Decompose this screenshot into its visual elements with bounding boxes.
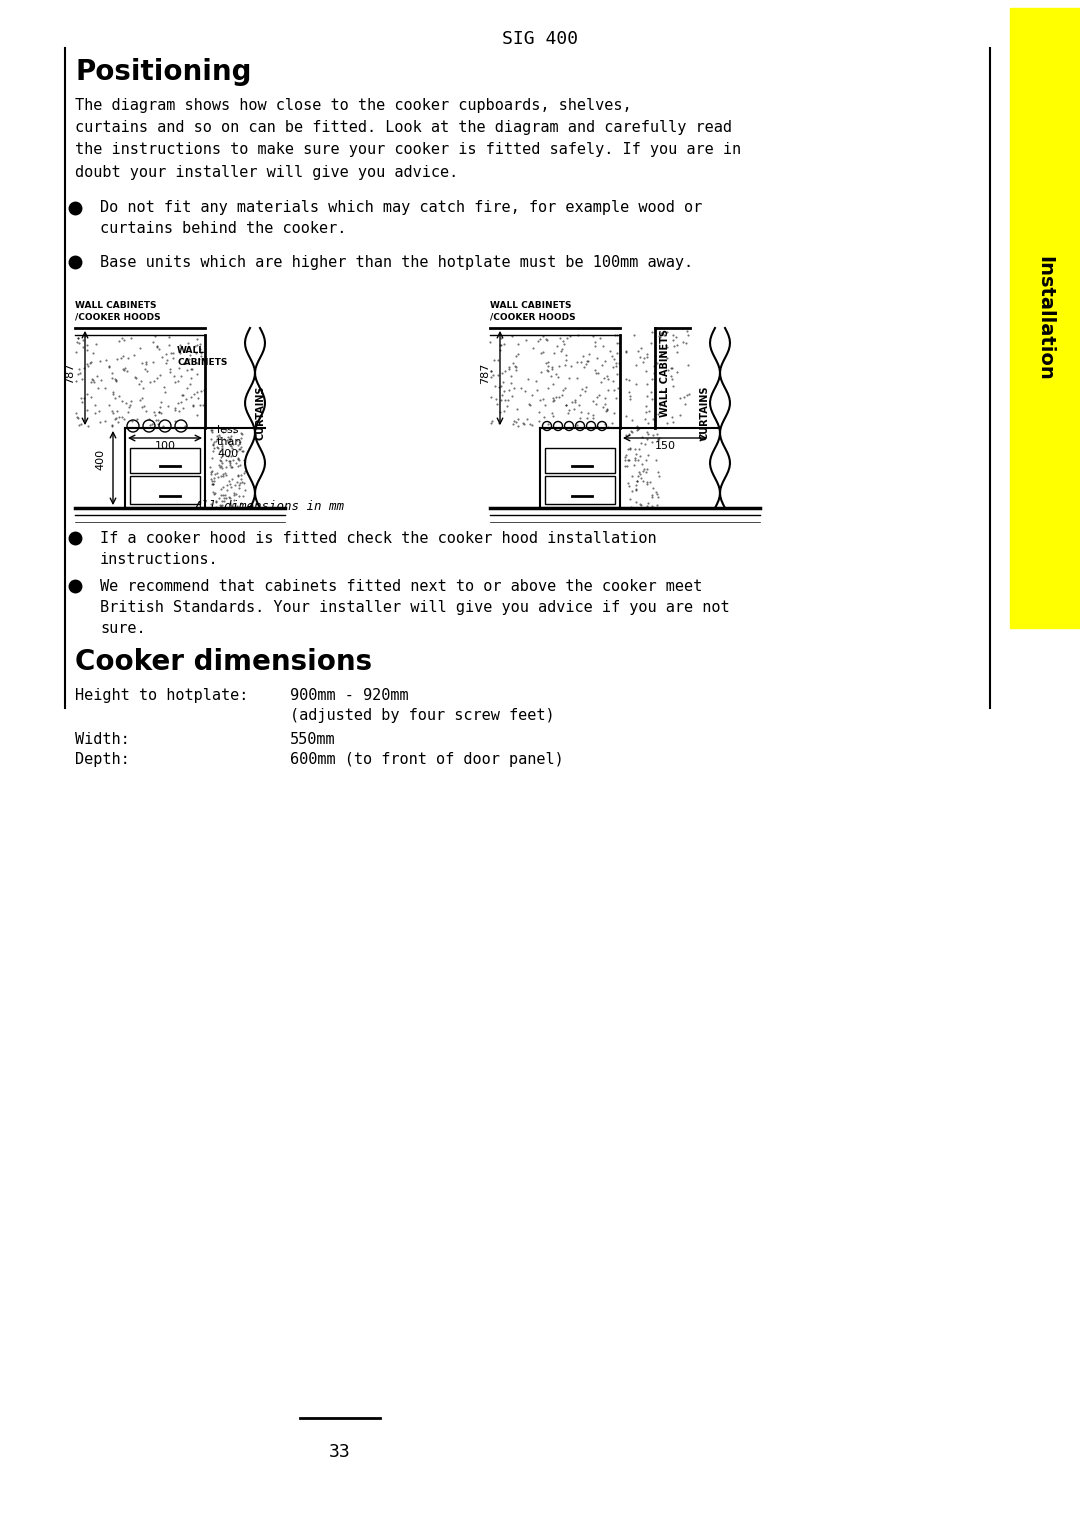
Bar — [125, 428, 205, 507]
Text: /COOKER HOODS: /COOKER HOODS — [490, 313, 576, 322]
Bar — [545, 448, 615, 474]
Text: Cooker dimensions: Cooker dimensions — [75, 648, 373, 675]
Text: 33: 33 — [329, 1442, 351, 1461]
Text: SIG 400: SIG 400 — [502, 31, 578, 47]
Bar — [540, 428, 620, 507]
Bar — [1010, 8, 1080, 628]
Text: If a cooker hood is fitted check the cooker hood installation
instructions.: If a cooker hood is fitted check the coo… — [100, 532, 657, 567]
Text: 787: 787 — [480, 362, 490, 384]
Text: CABINETS: CABINETS — [177, 358, 228, 367]
Text: WALL CABINETS: WALL CABINETS — [490, 301, 571, 310]
Text: 400: 400 — [217, 449, 238, 458]
Text: /COOKER HOODS: /COOKER HOODS — [75, 313, 161, 322]
Text: Height to hotplate:: Height to hotplate: — [75, 688, 248, 703]
Text: less: less — [217, 425, 239, 435]
Text: Installation: Installation — [1036, 255, 1054, 380]
Bar — [545, 477, 615, 504]
Text: Positioning: Positioning — [75, 58, 252, 86]
Text: WALL CABINETS: WALL CABINETS — [660, 329, 670, 417]
Text: We recommend that cabinets fitted next to or above the cooker meet
British Stand: We recommend that cabinets fitted next t… — [100, 579, 730, 636]
Text: WALL CABINETS: WALL CABINETS — [75, 301, 157, 310]
Text: All dimensions in mm: All dimensions in mm — [195, 500, 345, 513]
Bar — [130, 477, 200, 504]
Text: 100: 100 — [154, 442, 175, 451]
Text: 900mm - 920mm: 900mm - 920mm — [291, 688, 408, 703]
Text: CURTAINS: CURTAINS — [255, 385, 265, 440]
Text: Width:: Width: — [75, 732, 130, 747]
Text: Depth:: Depth: — [75, 752, 130, 767]
Text: WALL: WALL — [177, 345, 205, 354]
Text: 600mm (to front of door panel): 600mm (to front of door panel) — [291, 752, 564, 767]
Text: 787: 787 — [65, 362, 75, 384]
Text: Do not fit any materials which may catch fire, for example wood or
curtains behi: Do not fit any materials which may catch… — [100, 200, 702, 235]
Text: CURTAINS: CURTAINS — [700, 385, 710, 440]
Text: than: than — [217, 437, 243, 448]
Text: 550mm: 550mm — [291, 732, 336, 747]
Bar — [130, 448, 200, 474]
Text: (adjusted by four screw feet): (adjusted by four screw feet) — [291, 707, 555, 723]
Text: 150: 150 — [654, 442, 675, 451]
Text: 400: 400 — [95, 449, 105, 471]
Text: The diagram shows how close to the cooker cupboards, shelves,
curtains and so on: The diagram shows how close to the cooke… — [75, 98, 741, 180]
Text: Base units which are higher than the hotplate must be 100mm away.: Base units which are higher than the hot… — [100, 255, 693, 270]
